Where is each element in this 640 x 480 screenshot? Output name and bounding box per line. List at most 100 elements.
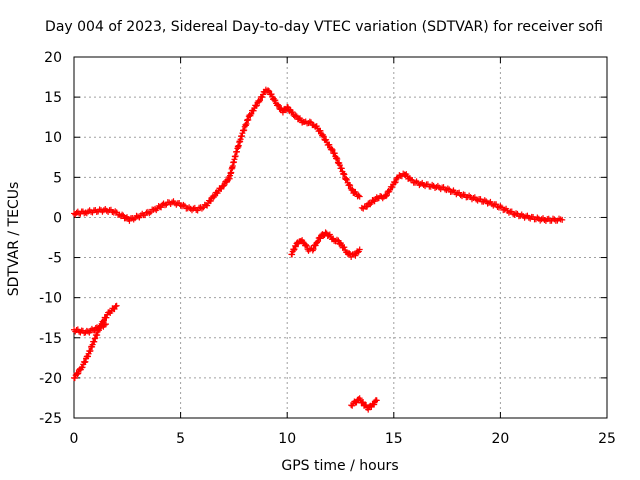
data-point <box>309 247 316 254</box>
data-point <box>338 165 345 172</box>
data-point <box>268 91 275 98</box>
x-tick-label: 10 <box>278 431 296 447</box>
data-point <box>383 193 390 200</box>
y-tick-labels: -25 -20 -15 -10 -5 0 5 10 15 20 <box>39 50 62 427</box>
data-point <box>392 179 399 186</box>
data-point <box>210 194 217 201</box>
data-point <box>257 97 264 104</box>
data-point <box>211 192 218 199</box>
data-point <box>333 154 340 161</box>
data-point <box>363 402 370 409</box>
data-point <box>85 353 92 360</box>
series-low-arc-rising <box>71 302 120 382</box>
data-point <box>383 192 390 199</box>
data-point <box>317 127 324 134</box>
series-main-arc <box>71 86 363 224</box>
data-point <box>292 112 299 119</box>
data-point <box>111 306 118 313</box>
data-point <box>207 197 214 204</box>
x-tick-label: 15 <box>385 431 403 447</box>
data-point <box>98 323 105 330</box>
data-point <box>113 302 120 309</box>
data-point <box>279 109 286 116</box>
data-point <box>79 364 86 371</box>
plot-frame <box>73 56 608 419</box>
data-point <box>266 88 273 95</box>
y-tick-label: 0 <box>53 210 62 226</box>
data-point <box>265 87 272 94</box>
data-point <box>259 94 266 101</box>
data-point <box>340 170 347 177</box>
data-point <box>343 175 350 182</box>
data-point <box>373 397 380 404</box>
axis-ticks <box>73 56 608 419</box>
data-point <box>112 208 119 215</box>
data-point <box>81 359 88 366</box>
data-point <box>87 347 94 354</box>
data-point <box>329 146 336 153</box>
data-point <box>360 399 367 406</box>
data-point <box>302 241 309 248</box>
data-point <box>310 246 317 253</box>
x-tick-labels: 0 5 10 15 20 25 <box>70 431 616 447</box>
grid-lines <box>74 57 607 418</box>
data-point <box>82 358 89 365</box>
data-point <box>221 182 228 189</box>
data-point <box>92 335 99 342</box>
series-bottom-arc <box>348 395 380 413</box>
data-point <box>346 250 353 257</box>
x-tick-label: 0 <box>70 431 79 447</box>
data-point <box>103 314 110 321</box>
data-point <box>95 327 102 334</box>
y-tick-label: -25 <box>39 411 62 427</box>
data-point <box>119 211 126 218</box>
chart-title: Day 004 of 2023, Sidereal Day-to-day VTE… <box>45 19 603 35</box>
data-point <box>322 229 329 236</box>
x-tick-label: 5 <box>176 431 185 447</box>
data-point <box>320 133 327 140</box>
y-tick-label: -15 <box>39 331 62 347</box>
data-point <box>326 141 333 148</box>
y-axis-label: SDTVAR / TECUs <box>6 182 22 297</box>
series-tail-arc <box>358 170 566 225</box>
data-point <box>364 203 371 210</box>
data-point <box>250 107 257 114</box>
data-point <box>220 183 227 190</box>
data-point <box>248 110 255 117</box>
data-point <box>336 162 343 169</box>
data-point <box>352 252 359 259</box>
data-point <box>289 251 296 258</box>
data-point <box>365 406 372 413</box>
x-axis-label: GPS time / hours <box>281 458 398 474</box>
y-tick-label: -5 <box>48 251 62 267</box>
data-point <box>391 179 398 186</box>
data-point <box>358 204 365 211</box>
data-point <box>559 216 566 223</box>
data-point <box>290 246 297 253</box>
y-tick-label: 5 <box>53 170 62 186</box>
data-point <box>94 332 101 339</box>
data-point <box>356 193 363 200</box>
data-point <box>274 101 281 108</box>
y-tick-label: 15 <box>44 90 62 106</box>
y-tick-label: 20 <box>44 50 62 66</box>
data-point <box>341 244 348 251</box>
series-layer <box>71 86 566 413</box>
data-point <box>328 145 335 152</box>
data-point <box>347 182 354 189</box>
x-tick-label: 25 <box>598 431 616 447</box>
data-point <box>331 150 338 157</box>
data-point <box>343 176 350 183</box>
data-point <box>74 371 81 378</box>
data-point <box>334 156 341 163</box>
data-point <box>371 401 378 408</box>
data-point <box>341 171 348 178</box>
x-tick-label: 20 <box>491 431 509 447</box>
data-point <box>314 239 321 246</box>
data-point <box>303 242 310 249</box>
data-point <box>272 97 279 104</box>
data-point <box>389 184 396 191</box>
data-point <box>289 109 296 116</box>
data-point <box>355 192 362 199</box>
